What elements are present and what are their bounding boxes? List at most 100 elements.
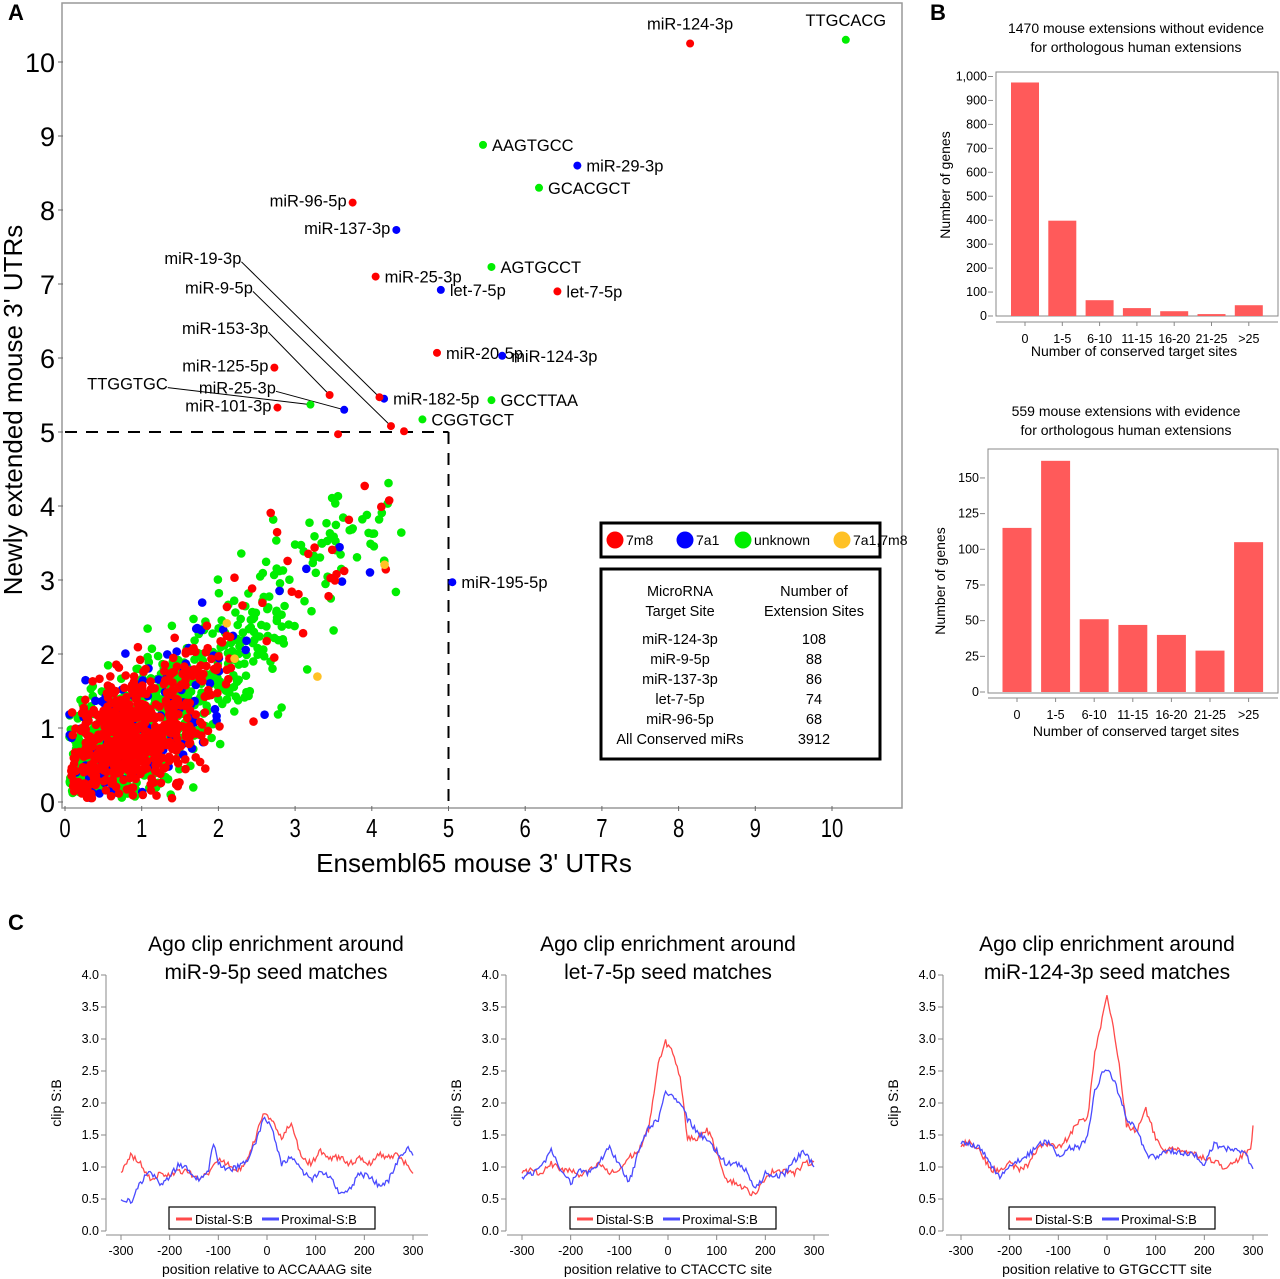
scatter-point: [168, 678, 177, 687]
legend-label: 7a1: [696, 532, 720, 548]
scatter-point: [190, 636, 199, 645]
chart-title-line2: for orthologous human extensions: [1031, 39, 1242, 55]
y-tick-label: 2.0: [919, 1096, 936, 1110]
point-label: miR-137-3p: [304, 220, 390, 238]
scatter-point: [284, 620, 294, 629]
scatter-point: [313, 672, 322, 681]
scatter-point: [146, 786, 156, 795]
bar: [1002, 527, 1032, 692]
scatter-point: [279, 639, 289, 648]
labeled-point: [325, 391, 334, 399]
scatter-point: [302, 564, 311, 574]
panel-label-a: A: [8, 0, 24, 25]
x-tick-label: -300: [509, 1244, 534, 1258]
highlight-point: [334, 430, 343, 439]
scatter-point: [181, 649, 191, 658]
scatter-point: [236, 614, 245, 624]
y-tick-label: 2.5: [482, 1064, 499, 1078]
scatter-point: [230, 654, 239, 663]
x-tick-label: 300: [804, 1244, 825, 1258]
scatter-point: [160, 660, 170, 669]
x-tick-label: 200: [354, 1244, 375, 1258]
scatter-point: [272, 527, 282, 537]
scatter-point: [110, 753, 120, 762]
point-label: miR-25-3p: [199, 379, 276, 397]
scatter-point: [221, 679, 231, 689]
bar: [1118, 624, 1148, 692]
scatter-point: [91, 696, 100, 706]
scatter-point: [77, 789, 87, 798]
scatter-point: [272, 536, 281, 545]
table-header-col2-line2: Extension Sites: [764, 604, 864, 620]
scatter-point: [172, 746, 181, 755]
scatter-point: [167, 621, 177, 631]
x-axis-label: position relative to GTGCCTT site: [1002, 1261, 1212, 1277]
y-tick-label: 0: [972, 685, 979, 699]
point-label: miR-125-5p: [182, 358, 268, 376]
x-tick-label: 21-25: [1194, 708, 1226, 722]
bar: [1234, 305, 1263, 316]
scatter-point: [367, 529, 377, 538]
scatter-point: [260, 710, 269, 719]
y-tick-label: 800: [966, 117, 987, 131]
scatter-point: [185, 706, 195, 715]
scatter-point: [99, 730, 109, 739]
scatter-point: [181, 755, 190, 764]
scatter-point: [277, 610, 286, 619]
scatter-point: [200, 708, 210, 717]
table-cell-mirna: miR-96-5p: [646, 712, 714, 728]
y-axis-label: Newly extended mouse 3' UTRs: [0, 225, 28, 596]
scatter-point: [384, 478, 393, 488]
y-tick-label: 25: [965, 649, 979, 663]
x-tick-label: -100: [206, 1244, 231, 1258]
scatter-point: [152, 791, 161, 800]
scatter-point: [167, 668, 177, 677]
scatter-point: [203, 643, 212, 653]
y-tick-label: 700: [966, 141, 987, 155]
point-label: GCCTTAA: [500, 392, 578, 410]
x-tick-label: 0: [1022, 332, 1029, 346]
table-cell-count: 74: [806, 692, 822, 708]
scatter-point: [326, 573, 335, 583]
scatter-point: [112, 660, 121, 669]
scatter-point: [275, 579, 285, 588]
scatter-point: [119, 759, 129, 768]
y-tick-label: 4.0: [482, 968, 499, 982]
scatter-point: [285, 575, 294, 584]
chart-title-line2: miR-124-3p seed matches: [984, 961, 1230, 984]
labeled-point: [418, 415, 427, 424]
scatter-point: [178, 669, 187, 679]
scatter-point: [251, 608, 261, 618]
scatter-point: [88, 677, 97, 686]
scatter-point: [304, 549, 313, 559]
y-tick-label: 7: [40, 270, 55, 300]
bar: [1041, 460, 1071, 692]
y-tick-label: 400: [966, 213, 987, 227]
scatter-point: [305, 518, 314, 527]
scatter-point: [331, 520, 341, 530]
scatter-point: [95, 674, 104, 684]
x-tick-label: 8: [673, 814, 684, 843]
scatter-point: [229, 682, 239, 692]
x-tick-label: 300: [1243, 1244, 1264, 1258]
point-label: miR-19-3p: [164, 250, 241, 268]
x-tick-label: 6-10: [1082, 708, 1107, 722]
scatter-point: [322, 518, 331, 528]
scatter-point: [214, 652, 223, 661]
scatter-point: [81, 725, 91, 734]
scatter-point: [277, 703, 286, 712]
scatter-point: [329, 626, 338, 635]
line-chart-mir-124-3p: Ago clip enrichment around miR-124-3p see…: [885, 933, 1268, 1277]
scatter-point: [113, 712, 123, 721]
table-header-col1-line2: Target Site: [645, 604, 714, 620]
bar: [1122, 308, 1151, 316]
y-tick-label: 1.5: [919, 1128, 936, 1142]
y-tick-label: 75: [965, 578, 979, 592]
point-label: TTGGTGC: [87, 376, 168, 394]
scatter-point: [189, 614, 198, 624]
scatter-point: [210, 704, 220, 714]
scatter-point: [213, 575, 223, 584]
series-line-proximal: [120, 1116, 414, 1205]
chart-title-line1: 559 mouse extensions with evidence: [1012, 403, 1241, 419]
point-label: miR-124-3p: [511, 348, 597, 366]
